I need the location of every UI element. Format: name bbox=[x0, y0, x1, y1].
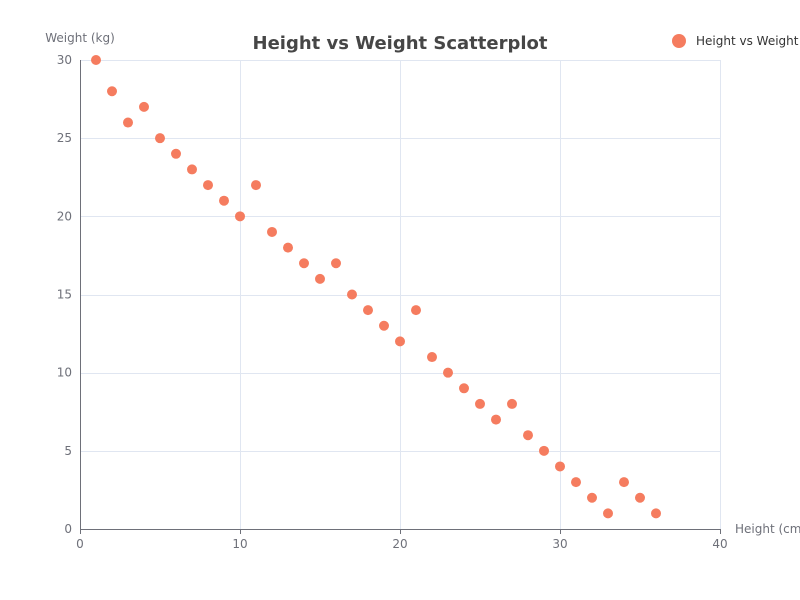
data-point[interactable] bbox=[171, 148, 181, 159]
data-point[interactable] bbox=[379, 320, 389, 331]
data-point[interactable] bbox=[443, 367, 453, 378]
data-point[interactable] bbox=[651, 508, 661, 519]
legend-label[interactable]: Height vs Weight bbox=[696, 34, 799, 48]
data-point[interactable] bbox=[587, 492, 597, 503]
data-point[interactable] bbox=[219, 195, 229, 206]
tick-labels: 0 10 20 30 40 0 5 10 15 20 25 30 bbox=[57, 53, 728, 551]
chart-title: Height vs Weight Scatterplot bbox=[253, 33, 548, 54]
x-tick-label: 30 bbox=[552, 537, 567, 551]
legend[interactable]: Height vs Weight bbox=[672, 34, 799, 48]
data-point[interactable] bbox=[459, 383, 469, 394]
x-tick-label: 0 bbox=[76, 537, 84, 551]
data-point[interactable] bbox=[539, 445, 549, 456]
scatter-series bbox=[91, 55, 661, 519]
data-point[interactable] bbox=[107, 86, 117, 97]
x-tick-label: 40 bbox=[712, 537, 727, 551]
y-axis-label: Weight (kg) bbox=[45, 31, 115, 45]
data-point[interactable] bbox=[555, 461, 565, 472]
data-point[interactable] bbox=[251, 180, 261, 191]
data-point[interactable] bbox=[635, 492, 645, 503]
data-point[interactable] bbox=[203, 180, 213, 191]
x-tick-label: 10 bbox=[232, 537, 247, 551]
data-point[interactable] bbox=[491, 414, 501, 425]
data-point[interactable] bbox=[507, 398, 517, 409]
y-tick-label: 10 bbox=[57, 366, 72, 380]
data-point[interactable] bbox=[299, 258, 309, 269]
legend-marker[interactable] bbox=[672, 34, 686, 48]
y-tick-label: 25 bbox=[57, 131, 72, 145]
data-point[interactable] bbox=[123, 117, 133, 128]
data-point[interactable] bbox=[235, 211, 245, 222]
y-tick-label: 5 bbox=[64, 444, 72, 458]
data-point[interactable] bbox=[155, 133, 165, 144]
grid bbox=[80, 60, 721, 529]
data-point[interactable] bbox=[411, 305, 421, 316]
data-point[interactable] bbox=[619, 477, 629, 488]
data-point[interactable] bbox=[331, 258, 341, 269]
data-point[interactable] bbox=[91, 55, 101, 65]
y-tick-label: 15 bbox=[57, 288, 72, 302]
data-point[interactable] bbox=[187, 164, 197, 175]
x-tick-label: 20 bbox=[392, 537, 407, 551]
y-tick-label: 30 bbox=[57, 53, 72, 67]
data-point[interactable] bbox=[475, 398, 485, 409]
data-point[interactable] bbox=[427, 352, 437, 363]
data-point[interactable] bbox=[363, 305, 373, 316]
x-axis-label: Height (cm) bbox=[735, 522, 800, 536]
y-tick-label: 0 bbox=[64, 522, 72, 536]
data-point[interactable] bbox=[315, 273, 325, 284]
data-point[interactable] bbox=[523, 430, 533, 441]
axes bbox=[80, 60, 721, 534]
data-point[interactable] bbox=[603, 508, 613, 519]
data-point[interactable] bbox=[283, 242, 293, 253]
y-tick-label: 20 bbox=[57, 209, 72, 223]
data-point[interactable] bbox=[571, 477, 581, 488]
data-point[interactable] bbox=[347, 289, 357, 300]
data-point[interactable] bbox=[267, 226, 277, 237]
data-point[interactable] bbox=[395, 336, 405, 347]
data-point[interactable] bbox=[139, 101, 149, 112]
